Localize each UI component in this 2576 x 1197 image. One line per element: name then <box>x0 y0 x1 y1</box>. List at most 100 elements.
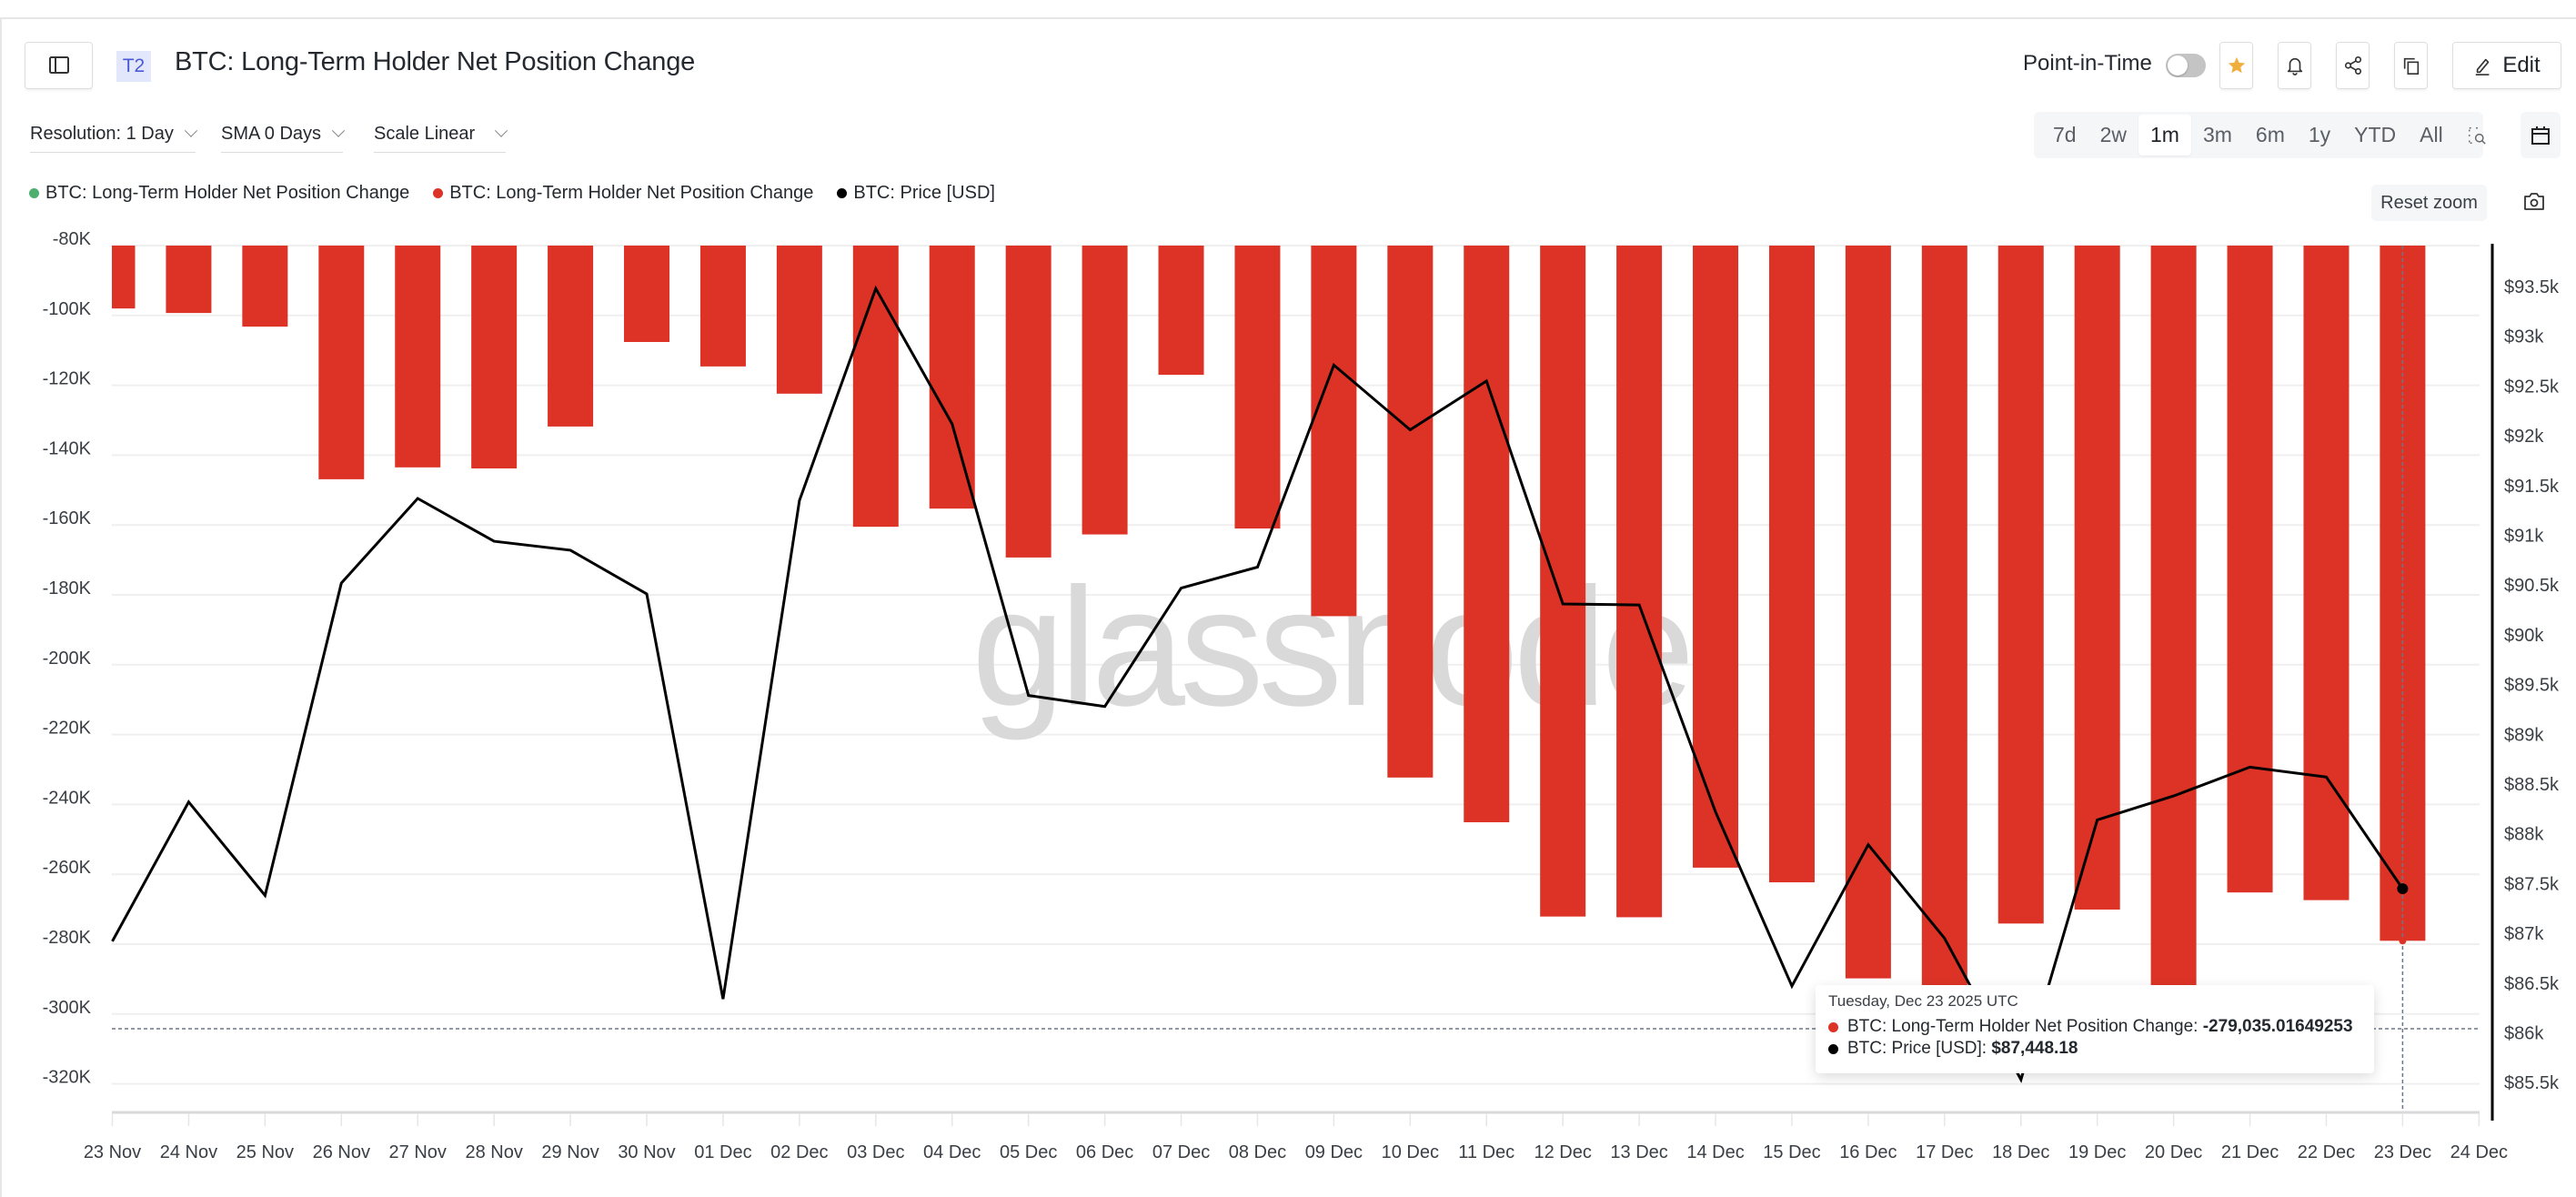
tooltip-label: BTC: Price [USD]: <box>1847 1039 1992 1058</box>
range-7d[interactable]: 7d <box>2053 123 2077 146</box>
alert-button[interactable] <box>2278 42 2311 89</box>
left-axis-tick-label: -200K <box>43 649 92 669</box>
bar[interactable] <box>1464 246 1510 822</box>
x-axis-tick-label: 22 Dec <box>2298 1142 2355 1162</box>
sidebar-toggle-button[interactable] <box>25 42 93 89</box>
reset-zoom-button[interactable]: Reset zoom <box>2371 185 2487 221</box>
bar[interactable] <box>242 246 288 327</box>
bar[interactable] <box>1845 246 1891 979</box>
edit-label: Edit <box>2502 53 2541 77</box>
bar[interactable] <box>2150 246 2197 1001</box>
price-line[interactable] <box>111 285 2404 1083</box>
left-axis-tick-label: -220K <box>43 719 92 739</box>
bar[interactable] <box>1616 246 1663 918</box>
tooltip-date: Tuesday, Dec 23 2025 UTC <box>1828 992 2018 1010</box>
scale-dropdown[interactable]: Scale Linear <box>374 124 508 153</box>
chart-tooltip: Tuesday, Dec 23 2025 UTC BTC: Long-Term … <box>1816 985 2374 1073</box>
range-6m[interactable]: 6m <box>2255 123 2285 146</box>
bar[interactable] <box>548 246 594 427</box>
bar[interactable] <box>318 246 365 479</box>
legend-item-price[interactable]: BTC: Price [USD] <box>837 183 995 204</box>
date-picker-button[interactable] <box>2521 112 2561 158</box>
right-axis-tick-label: $88.5k <box>2504 775 2560 795</box>
x-axis-tick-label: 17 Dec <box>1916 1142 1973 1162</box>
left-axis-tick-label: -180K <box>43 578 92 598</box>
legend-item-lth-green[interactable]: BTC: Long-Term Holder Net Position Chang… <box>29 183 409 204</box>
calendar-icon <box>2531 126 2550 145</box>
range-3m[interactable]: 3m <box>2202 123 2232 146</box>
range-1m[interactable]: 1m <box>2138 115 2191 156</box>
bar[interactable] <box>1768 246 1815 883</box>
bar[interactable] <box>1387 246 1434 778</box>
bar[interactable] <box>1158 246 1204 376</box>
right-axis-tick-label: $92.5k <box>2504 377 2560 397</box>
resolution-dropdown[interactable]: Resolution: 1 Day <box>30 124 197 153</box>
bell-icon <box>2287 57 2302 75</box>
bar[interactable] <box>2074 246 2120 910</box>
x-axis-tick-label: 14 Dec <box>1686 1142 1744 1162</box>
x-axis-tick-label: 24 Dec <box>2450 1142 2508 1162</box>
x-axis-tick-label: 15 Dec <box>1763 1142 1820 1162</box>
bar[interactable] <box>395 246 441 468</box>
bar[interactable] <box>1540 246 1586 917</box>
zoom-select-button[interactable] <box>2455 115 2499 156</box>
legend-item-lth-red[interactable]: BTC: Long-Term Holder Net Position Chang… <box>433 183 813 204</box>
bar[interactable] <box>1921 246 1967 1001</box>
x-axis-tick-label: 09 Dec <box>1305 1142 1363 1162</box>
price-hover-marker <box>2397 883 2409 895</box>
x-axis-tick-label: 25 Nov <box>236 1142 294 1162</box>
x-axis-tick-label: 29 Nov <box>541 1142 599 1162</box>
zoom-select-icon <box>2468 126 2486 145</box>
bar[interactable] <box>1234 246 1281 529</box>
share-button[interactable] <box>2336 42 2370 89</box>
left-axis-tick-label: -100K <box>43 299 92 319</box>
range-ytd[interactable]: YTD <box>2354 123 2397 146</box>
page-title: BTC: Long-Term Holder Net Position Chang… <box>175 47 696 76</box>
x-axis-tick-label: 04 Dec <box>923 1142 981 1162</box>
bar[interactable] <box>1311 246 1357 617</box>
screenshot-button[interactable] <box>2523 191 2545 216</box>
x-axis-tick-label: 26 Nov <box>313 1142 370 1162</box>
right-axis-tick-label: $89.5k <box>2504 676 2560 696</box>
bar[interactable] <box>1997 246 2044 924</box>
x-axis-tick-label: 01 Dec <box>694 1142 751 1162</box>
share-icon <box>2344 56 2361 75</box>
bar[interactable] <box>1005 246 1052 558</box>
legend-label: BTC: Long-Term Holder Net Position Chang… <box>45 183 410 203</box>
right-axis-tick-label: $85.5k <box>2504 1073 2560 1093</box>
x-axis: 23 Nov 24 Nov 25 Nov 26 Nov 27 Nov 28 Nov 29 N… <box>84 1111 2508 1162</box>
favorite-button[interactable] <box>2219 42 2253 89</box>
bar[interactable] <box>699 246 746 367</box>
edit-button[interactable]: Edit <box>2452 42 2561 89</box>
range-2w[interactable]: 2w <box>2099 123 2127 146</box>
x-axis-tick-label: 27 Nov <box>389 1142 447 1162</box>
right-axis-tick-label: $87.5k <box>2504 874 2560 894</box>
bar[interactable] <box>2303 246 2350 900</box>
bar[interactable] <box>471 246 518 468</box>
x-axis-tick-label: 19 Dec <box>2068 1142 2126 1162</box>
tooltip-row-price: BTC: Price [USD]: $87,448.18 <box>1828 1038 2361 1060</box>
bar[interactable] <box>1693 246 1739 868</box>
right-axis-tick-label: $90.5k <box>2504 576 2560 596</box>
bar[interactable] <box>166 246 212 314</box>
bar[interactable] <box>112 246 136 309</box>
legend-label: BTC: Price [USD] <box>853 183 995 203</box>
bar-series <box>112 246 2426 1001</box>
bar[interactable] <box>776 246 822 394</box>
bar[interactable] <box>929 246 975 509</box>
sma-dropdown[interactable]: SMA 0 Days <box>221 124 346 153</box>
duplicate-button[interactable] <box>2394 42 2428 89</box>
point-in-time-toggle[interactable] <box>2166 54 2206 77</box>
scale-value: Scale Linear <box>374 124 476 144</box>
bar[interactable] <box>1082 246 1128 535</box>
legend-label: BTC: Long-Term Holder Net Position Chang… <box>449 183 814 203</box>
x-axis-tick-label: 10 Dec <box>1382 1142 1439 1162</box>
range-1y[interactable]: 1y <box>2308 123 2331 146</box>
range-all[interactable]: All <box>2420 123 2443 146</box>
bar[interactable] <box>2227 246 2273 893</box>
chart-card <box>0 17 2576 1197</box>
bar[interactable] <box>624 246 670 342</box>
x-axis-tick-label: 21 Dec <box>2221 1142 2279 1162</box>
x-axis-tick-label: 11 Dec <box>1458 1142 1514 1162</box>
